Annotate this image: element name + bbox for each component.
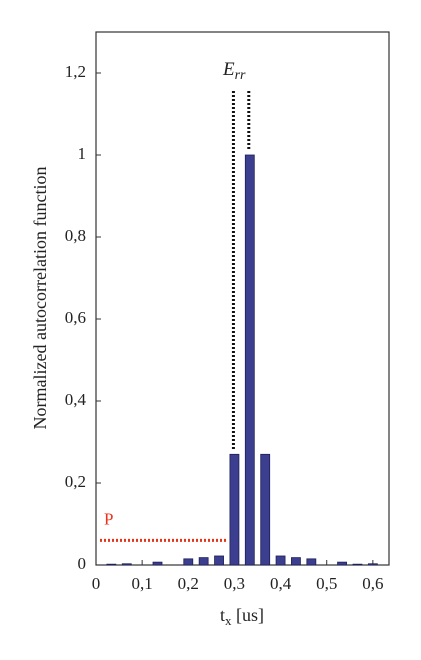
y-tick-label: 0,8: [65, 226, 86, 245]
bar: [183, 558, 194, 566]
bar: [121, 563, 132, 566]
y-tick-label: 0,6: [65, 308, 86, 327]
x-tick-label: 0,5: [316, 574, 337, 593]
bar: [306, 558, 317, 566]
y-tick-label: 1: [78, 144, 87, 163]
bar: [367, 563, 378, 566]
bar: [352, 563, 363, 566]
bar: [275, 555, 286, 566]
bar: [152, 561, 163, 566]
y-tick-label: 0,2: [65, 472, 86, 491]
x-tick-label: 0,1: [132, 574, 153, 593]
bar: [214, 555, 224, 566]
annotation-base: E: [222, 59, 235, 80]
x-label-rest: [us]: [232, 605, 265, 625]
bar: [229, 453, 240, 566]
y-axis-label: Normalized autocorrelation function: [30, 167, 50, 430]
x-axis-label: tx [us]: [220, 605, 264, 628]
y-tick-label: 1,2: [65, 62, 86, 81]
bar: [260, 453, 271, 566]
y-tick-label: 0: [78, 554, 87, 573]
plot-frame: [95, 31, 390, 566]
x-tick-label: 0,2: [178, 574, 199, 593]
bar: [291, 557, 301, 566]
annotation: Err: [222, 59, 246, 83]
bar: [106, 563, 117, 566]
bar: [244, 154, 255, 566]
y-tick-label: 0,4: [65, 390, 87, 409]
x-tick-label: 0,4: [270, 574, 292, 593]
x-tick-label: 0,3: [224, 574, 245, 593]
bar: [337, 561, 347, 566]
annotation-sub: rr: [235, 68, 246, 83]
p-label: P: [104, 509, 113, 528]
x-label-base: t: [220, 605, 225, 625]
x-label-sub: x: [225, 613, 232, 628]
bar: [198, 557, 209, 566]
x-tick-label: 0: [92, 574, 101, 593]
x-tick-label: 0,6: [362, 574, 383, 593]
